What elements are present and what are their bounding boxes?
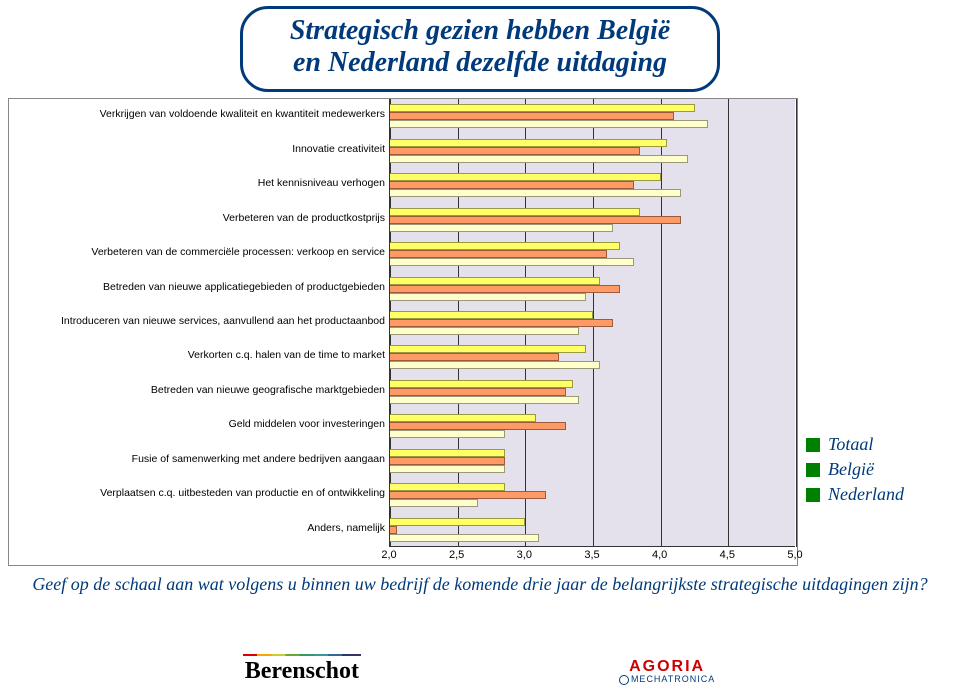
category-label: Verbeteren van de commerciële processen:… (13, 247, 385, 259)
bar-nederland (390, 499, 478, 507)
bar-belgie (390, 319, 613, 327)
legend-item-totaal: Totaal (806, 434, 952, 455)
bar-nederland (390, 361, 600, 369)
bar-belgie (390, 526, 397, 534)
bar-nederland (390, 430, 505, 438)
bar-totaal (390, 449, 505, 457)
bar-totaal (390, 414, 536, 422)
footer: Berenschot AGORIA MECHATRONICA (0, 658, 960, 685)
x-tick-label: 3,5 (584, 549, 599, 561)
category-label: Fusie of samenwerking met andere bedrijv… (13, 454, 385, 466)
bar-nederland (390, 155, 688, 163)
bar-totaal (390, 277, 600, 285)
bar-totaal (390, 173, 661, 181)
bar-belgie (390, 181, 634, 189)
bar-belgie (390, 285, 620, 293)
category-label: Innovatie creativiteit (13, 144, 385, 156)
legend-swatch (806, 488, 820, 502)
bar-belgie (390, 491, 546, 499)
category-label: Het kennisniveau verhogen (13, 178, 385, 190)
bar-totaal (390, 518, 525, 526)
bar-belgie (390, 422, 566, 430)
legend-item-nederland: Nederland (806, 484, 952, 505)
x-tick-label: 3,0 (517, 549, 532, 561)
bar-nederland (390, 396, 579, 404)
logo-agoria-top: AGORIA (629, 659, 705, 675)
bar-totaal (390, 242, 620, 250)
logo-agoria-bot: MECHATRONICA (619, 675, 715, 685)
bar-belgie (390, 216, 681, 224)
category-label: Verbeteren van de productkostprijs (13, 213, 385, 225)
legend-item-belgie: België (806, 459, 952, 480)
bar-totaal (390, 483, 505, 491)
category-label: Verkrijgen van voldoende kwaliteit en kw… (13, 109, 385, 121)
bar-belgie (390, 250, 607, 258)
title-box: Strategisch gezien hebben België en Nede… (240, 6, 720, 92)
bar-totaal (390, 345, 586, 353)
category-label: Introduceren van nieuwe services, aanvul… (13, 316, 385, 328)
x-tick-label: 4,5 (720, 549, 735, 561)
x-tick-label: 5,0 (787, 549, 802, 561)
caption: Geef op de schaal aan wat volgens u binn… (20, 574, 940, 596)
bar-nederland (390, 327, 579, 335)
bar-belgie (390, 457, 505, 465)
chart: Verkrijgen van voldoende kwaliteit en kw… (8, 98, 798, 566)
legend-label: Totaal (828, 434, 873, 455)
legend-swatch (806, 463, 820, 477)
bar-nederland (390, 224, 613, 232)
gridline (728, 99, 729, 547)
x-tick-label: 2,0 (381, 549, 396, 561)
x-tick-label: 4,0 (652, 549, 667, 561)
gear-icon (619, 675, 629, 685)
legend: Totaal België Nederland (806, 430, 952, 509)
bar-belgie (390, 353, 559, 361)
category-label: Betreden van nieuwe geografische marktge… (13, 385, 385, 397)
bar-nederland (390, 293, 586, 301)
gridline (661, 99, 662, 547)
bar-totaal (390, 311, 593, 319)
legend-label: Nederland (828, 484, 904, 505)
bar-totaal (390, 380, 573, 388)
gridline (796, 99, 797, 547)
category-label: Geld middelen voor investeringen (13, 419, 385, 431)
bar-nederland (390, 120, 708, 128)
category-label: Betreden van nieuwe applicatiegebieden o… (13, 282, 385, 294)
bar-totaal (390, 104, 695, 112)
bar-totaal (390, 208, 640, 216)
bar-belgie (390, 147, 640, 155)
plot-area (389, 99, 795, 547)
bar-nederland (390, 258, 634, 266)
category-labels: Verkrijgen van voldoende kwaliteit en kw… (9, 99, 389, 547)
category-label: Verplaatsen c.q. uitbesteden van product… (13, 488, 385, 500)
category-label: Verkorten c.q. halen van de time to mark… (13, 350, 385, 362)
bar-belgie (390, 388, 566, 396)
logo-agoria-bot-text: MECHATRONICA (631, 675, 715, 684)
bar-belgie (390, 112, 674, 120)
category-label: Anders, namelijk (13, 523, 385, 535)
bar-totaal (390, 139, 667, 147)
logo-berenschot: Berenschot (245, 658, 359, 685)
x-axis-labels: 2,02,53,03,54,04,55,0 (389, 549, 795, 565)
logo-agoria: AGORIA MECHATRONICA (619, 659, 715, 685)
bar-nederland (390, 465, 505, 473)
legend-label: België (828, 459, 874, 480)
legend-swatch (806, 438, 820, 452)
x-tick-label: 2,5 (449, 549, 464, 561)
bar-nederland (390, 534, 539, 542)
page-title: Strategisch gezien hebben België en Nede… (283, 15, 677, 79)
bar-nederland (390, 189, 681, 197)
